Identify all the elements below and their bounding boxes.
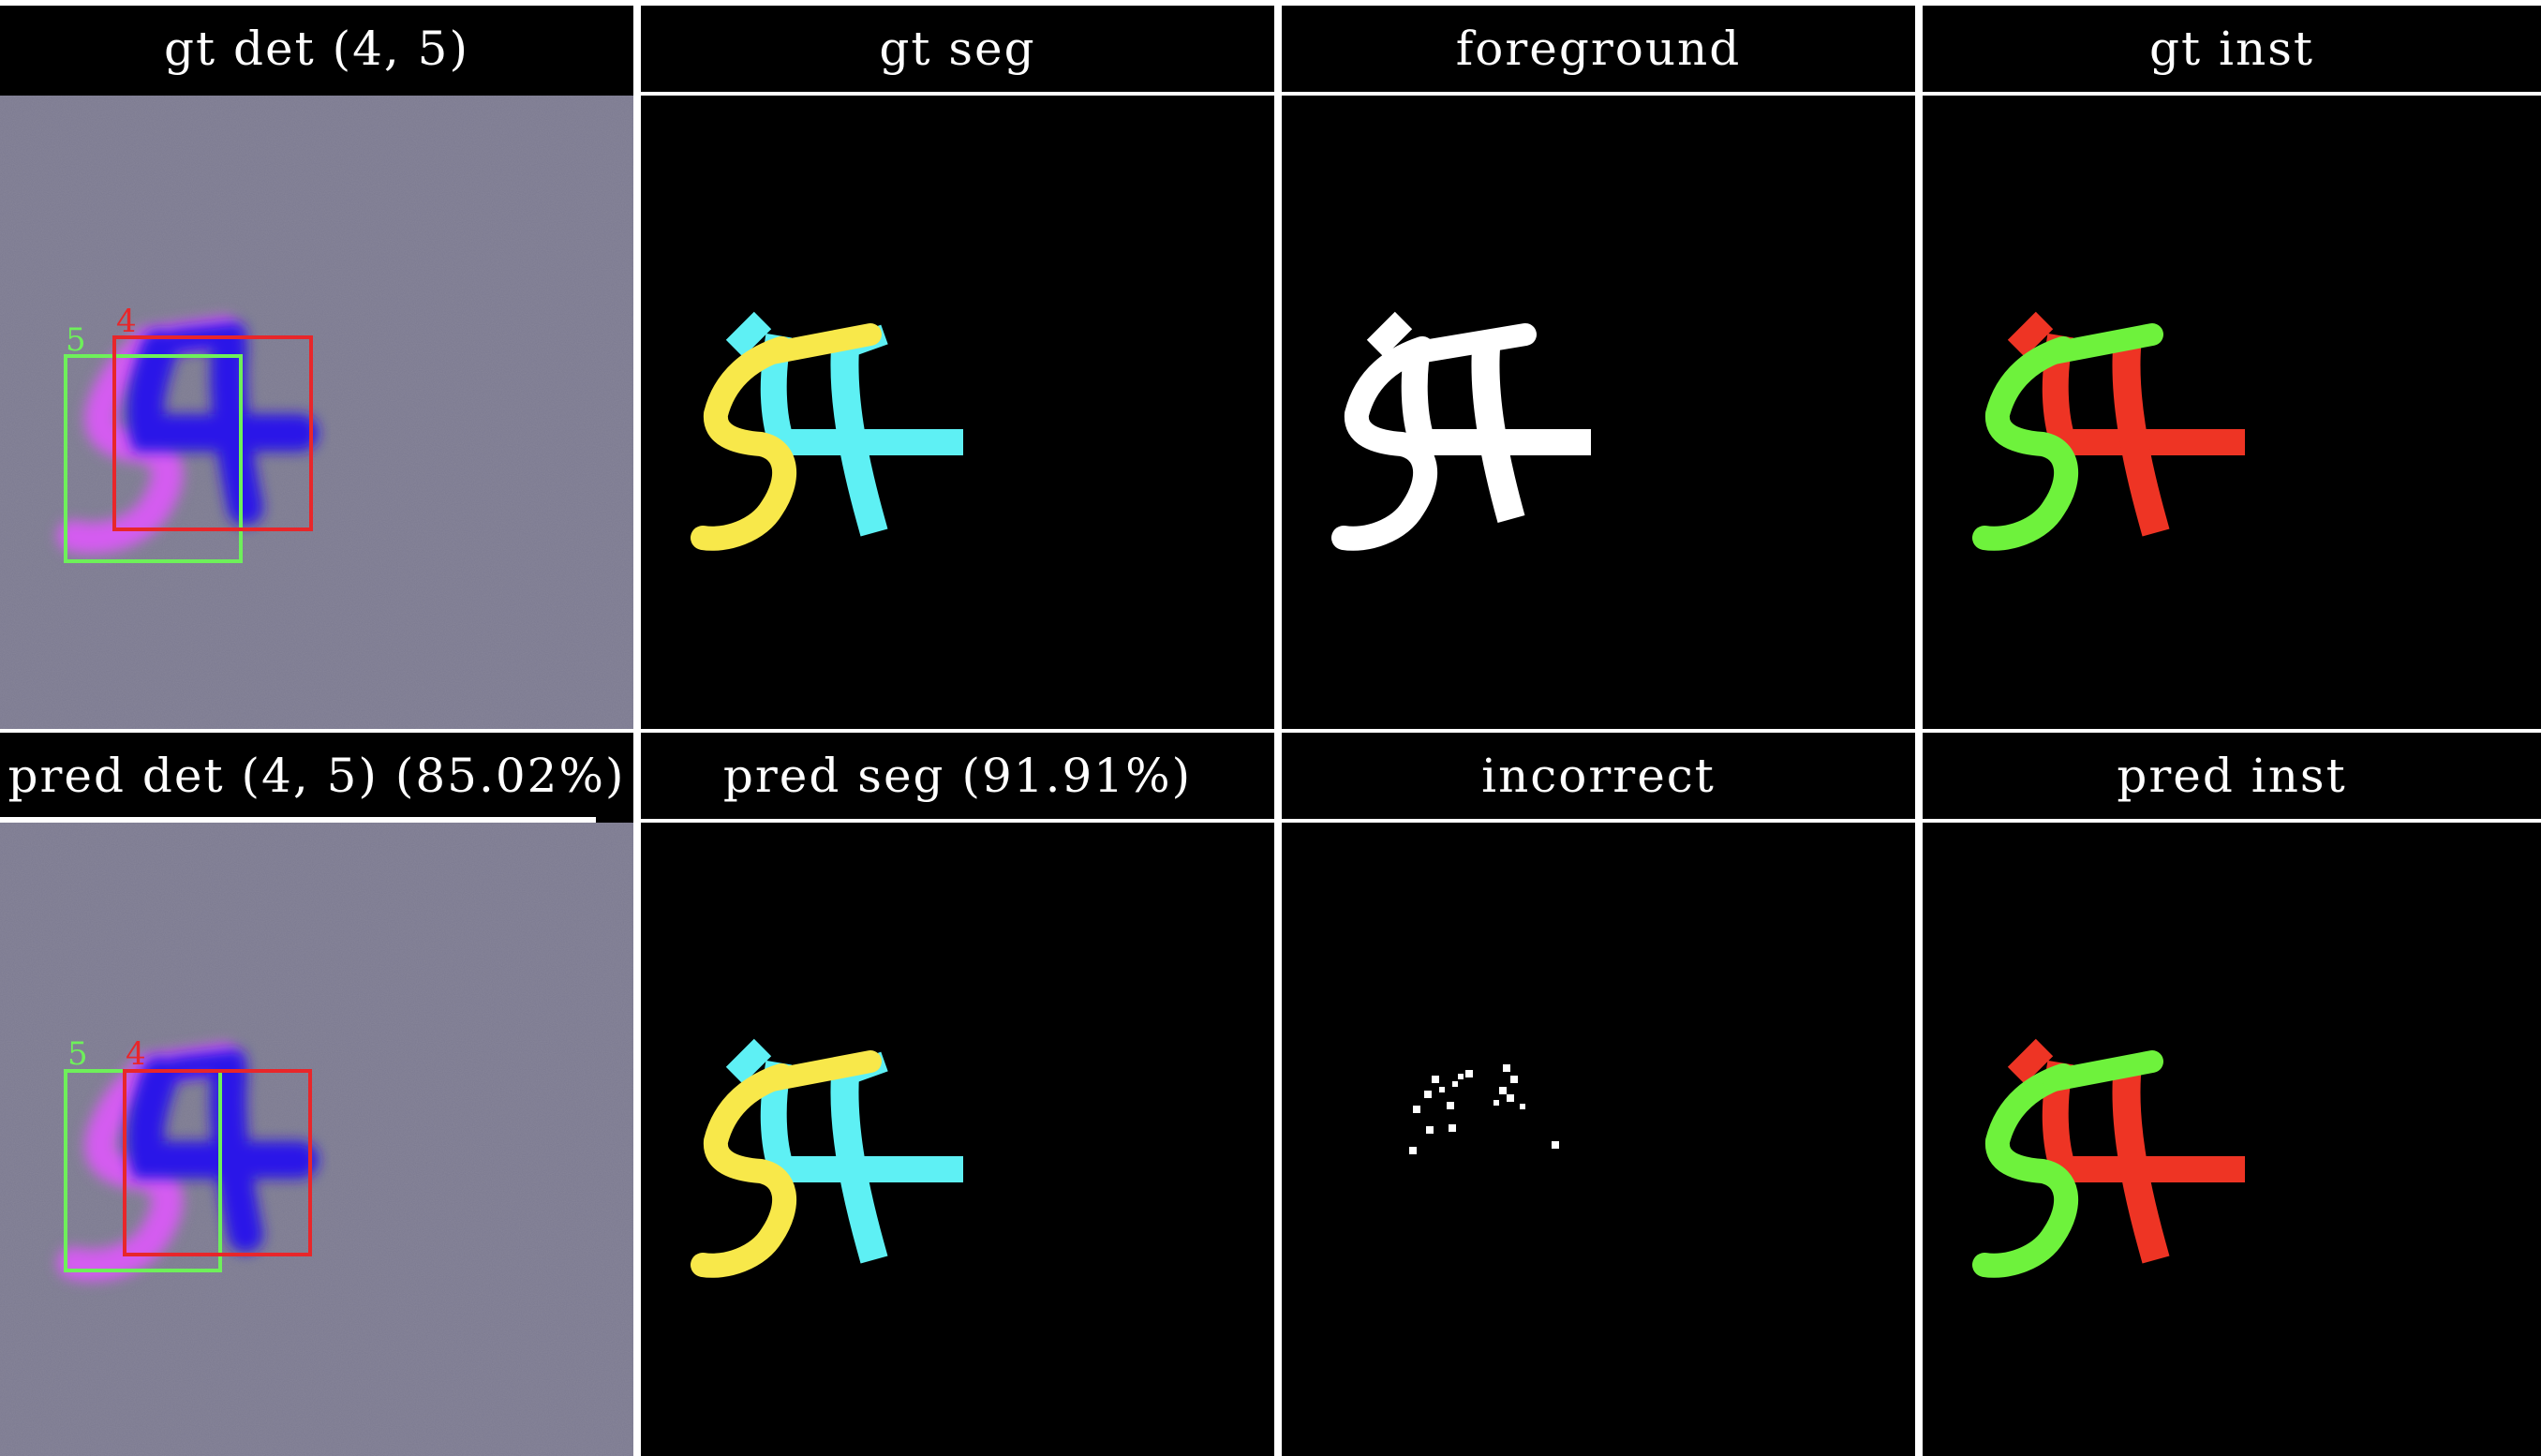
bbox-label-5: 5 xyxy=(66,321,86,359)
grid-line-header-2 xyxy=(633,819,2541,823)
title-gt-det: gt det (4, 5) xyxy=(164,22,469,76)
foreground-mask xyxy=(1282,96,1915,729)
title-foreground: foreground xyxy=(1455,22,1742,76)
title-incorrect: incorrect xyxy=(1481,749,1716,803)
gt-seg-mask xyxy=(641,96,1274,729)
panel-gt-det: 5 4 xyxy=(0,96,633,729)
header-pred-seg: pred seg (91.91%) xyxy=(641,733,1274,819)
pred-det-image: 5 4 xyxy=(0,823,633,1456)
grid-line-v3 xyxy=(1915,0,1923,1456)
panel-pred-inst xyxy=(1923,823,2541,1456)
pred-inst-mask xyxy=(1923,823,2541,1456)
title-gt-seg: gt seg xyxy=(879,22,1036,76)
title-pred-seg: pred seg (91.91%) xyxy=(722,749,1193,803)
pred-det-title-underline xyxy=(0,817,596,823)
bbox-4 xyxy=(123,1069,312,1256)
title-gt-inst: gt inst xyxy=(2149,22,2314,76)
pred-seg-mask xyxy=(641,823,1274,1456)
title-pred-det: pred det (4, 5) (85.02%) xyxy=(7,749,626,803)
bbox-label-5: 5 xyxy=(67,1035,88,1073)
header-pred-inst: pred inst xyxy=(1923,733,2541,819)
panel-pred-seg xyxy=(641,823,1274,1456)
bbox-label-4: 4 xyxy=(126,1035,146,1073)
bbox-4 xyxy=(112,335,313,531)
incorrect-pixels xyxy=(1409,1064,1559,1154)
header-pred-det: pred det (4, 5) (85.02%) xyxy=(0,733,633,819)
gt-inst-mask xyxy=(1923,96,2541,729)
header-gt-det: gt det (4, 5) xyxy=(0,6,633,92)
header-foreground: foreground xyxy=(1282,6,1915,92)
panel-gt-seg xyxy=(641,96,1274,729)
foreground-shape xyxy=(1331,311,1591,551)
grid-line-v1 xyxy=(633,0,641,1456)
header-gt-inst: gt inst xyxy=(1923,6,2541,92)
panel-pred-det: 5 4 xyxy=(0,823,633,1456)
digit-4-blob xyxy=(126,1049,319,1253)
seg-class-5-yellow xyxy=(691,1050,882,1278)
incorrect-mask xyxy=(1282,823,1915,1456)
grid-line-top xyxy=(0,0,2541,6)
panel-incorrect xyxy=(1282,823,1915,1456)
instance-5-green xyxy=(1972,1050,2163,1278)
title-pred-inst: pred inst xyxy=(2117,749,2347,803)
instance-5-green xyxy=(1972,323,2163,551)
grid-line-mid xyxy=(0,729,2541,733)
panel-gt-inst xyxy=(1923,96,2541,729)
bbox-5 xyxy=(64,354,243,563)
header-gt-seg: gt seg xyxy=(641,6,1274,92)
header-incorrect: incorrect xyxy=(1282,733,1915,819)
seg-class-5-yellow xyxy=(691,323,882,551)
grid-line-header-1 xyxy=(633,92,2541,96)
bbox-label-4: 4 xyxy=(116,303,137,340)
gt-det-image: 5 4 xyxy=(0,96,633,729)
panel-foreground xyxy=(1282,96,1915,729)
grid-line-v2 xyxy=(1274,0,1282,1456)
